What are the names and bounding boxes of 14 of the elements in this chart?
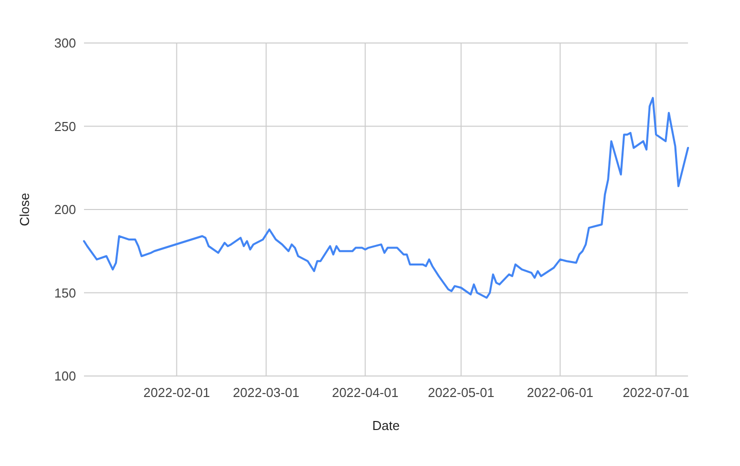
y-axis-title: Close [17,192,32,226]
x-tick-label: 2022-05-01 [428,385,494,400]
x-axis-title: Date [372,418,400,433]
x-tick-label: 2022-07-01 [622,385,690,400]
x-tick-label: 2022-04-01 [332,385,398,400]
y-tick-label: 100 [54,368,76,384]
x-tick-label: 2022-06-01 [526,385,594,400]
x-tick-label: 2022-02-01 [143,385,210,400]
y-tick-label: 200 [54,202,76,218]
y-tick-label: 250 [54,118,76,134]
line-series [83,96,689,299]
y-tick-label: 300 [54,36,76,51]
y-tick-label: 150 [54,285,76,300]
x-tick-label: 2022-03-01 [232,385,300,400]
